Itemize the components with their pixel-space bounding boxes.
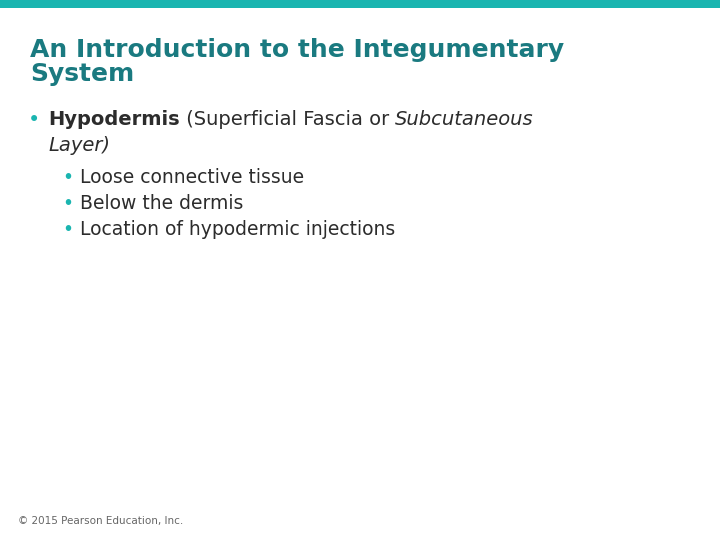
Text: © 2015 Pearson Education, Inc.: © 2015 Pearson Education, Inc. <box>18 516 184 526</box>
Text: Location of hypodermic injections: Location of hypodermic injections <box>80 220 395 239</box>
Text: •: • <box>62 168 73 187</box>
Text: Layer): Layer) <box>48 136 110 155</box>
Text: •: • <box>62 194 73 213</box>
Bar <box>0 0 720 8</box>
Text: (Superficial Fascia or: (Superficial Fascia or <box>179 110 395 129</box>
Text: An Introduction to the Integumentary: An Introduction to the Integumentary <box>30 38 564 62</box>
Text: Subcutaneous: Subcutaneous <box>395 110 534 129</box>
Text: Below the dermis: Below the dermis <box>80 194 243 213</box>
Text: Loose connective tissue: Loose connective tissue <box>80 168 304 187</box>
Text: •: • <box>62 220 73 239</box>
Text: System: System <box>30 62 134 86</box>
Text: Hypodermis: Hypodermis <box>48 110 179 129</box>
Text: •: • <box>28 110 40 130</box>
